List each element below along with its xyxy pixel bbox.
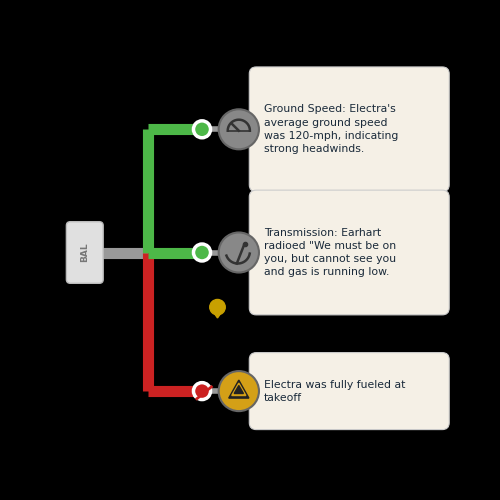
Text: Ground Speed: Electra's
average ground speed
was 120-mph, indicating
strong head: Ground Speed: Electra's average ground s… (264, 104, 398, 154)
Polygon shape (212, 310, 223, 318)
FancyBboxPatch shape (250, 190, 449, 315)
Circle shape (194, 244, 210, 261)
Circle shape (218, 110, 259, 150)
Polygon shape (234, 386, 243, 394)
Text: BAL: BAL (80, 242, 90, 262)
Text: Electra was fully fueled at
takeoff: Electra was fully fueled at takeoff (264, 380, 406, 402)
Circle shape (194, 382, 210, 400)
FancyBboxPatch shape (250, 352, 449, 430)
Circle shape (194, 121, 210, 138)
Text: Transmission: Earhart
radioed "We must be on
you, but cannot see you
and gas is : Transmission: Earhart radioed "We must b… (264, 228, 396, 278)
Circle shape (210, 300, 225, 315)
FancyBboxPatch shape (250, 67, 449, 192)
Circle shape (218, 371, 259, 411)
Circle shape (218, 232, 259, 272)
Polygon shape (232, 383, 246, 396)
FancyBboxPatch shape (66, 222, 103, 284)
Polygon shape (228, 380, 249, 398)
